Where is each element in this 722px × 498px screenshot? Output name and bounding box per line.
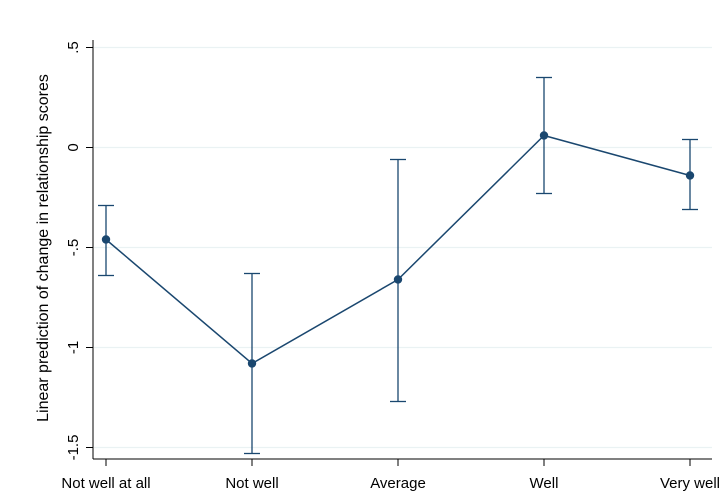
x-tick-label: Not well (225, 475, 278, 492)
x-tick-label: Not well at all (61, 475, 150, 492)
y-axis-title: Linear prediction of change in relations… (35, 74, 52, 422)
data-point (539, 131, 549, 140)
y-tick-label: -.5 (65, 239, 82, 257)
x-tick-label: Average (370, 475, 426, 492)
x-tick-label: Very well (660, 475, 720, 492)
data-point (247, 359, 257, 368)
y-tick-label: 0 (65, 143, 82, 151)
y-tick-label: .5 (65, 41, 82, 54)
data-point (685, 171, 695, 180)
x-tick-label: Well (530, 475, 559, 492)
y-tick-label: -1 (65, 341, 82, 354)
data-point (393, 275, 403, 284)
y-tick-label: -1.5 (65, 435, 82, 461)
data-point (101, 235, 111, 244)
